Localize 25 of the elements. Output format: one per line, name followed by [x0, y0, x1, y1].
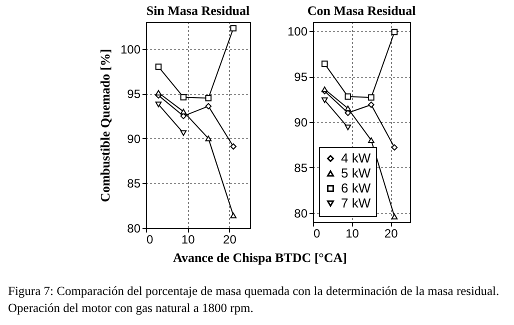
legend-label: 4 kW — [341, 150, 372, 166]
legend-label: 6 kW — [341, 180, 372, 196]
x-tick-label: 10 — [346, 226, 360, 240]
chart-title: Sin Masa Residual — [146, 3, 250, 18]
y-axis-title: Combustible Quemado [%] — [97, 48, 112, 202]
y-tick-label: 95 — [127, 87, 141, 102]
y-tick-label: 85 — [127, 176, 141, 191]
y-tick-label: 100 — [120, 42, 141, 56]
y-tick-label: 80 — [127, 222, 141, 236]
legend-label: 7 kW — [341, 196, 372, 210]
x-tick-label: 20 — [384, 226, 398, 240]
x-tick-label: 20 — [223, 232, 237, 246]
y-tick-label: 95 — [294, 70, 308, 84]
x-tick-label: 10 — [181, 232, 196, 246]
x-axis-title: Avance de Chispa BTDC [°CA] — [172, 250, 348, 266]
text: Figura 7: Comparación del porcentaje de masa quemada con la determinación de la masa residual. Operación del motor con gas natural a 1800 rpm. — [8, 283, 500, 317]
x-tick-label: 0 — [146, 232, 154, 246]
y-tick-label: 90 — [127, 132, 141, 146]
y-tick-label: 90 — [294, 116, 308, 130]
legend-label: 5 kW — [341, 166, 372, 180]
chart-title: Con Masa Residual — [307, 3, 416, 18]
y-tick-label: 85 — [294, 160, 308, 175]
y-tick-label: 80 — [294, 206, 308, 220]
y-tick-label: 100 — [287, 24, 308, 39]
x-tick-label: 0 — [314, 226, 320, 240]
